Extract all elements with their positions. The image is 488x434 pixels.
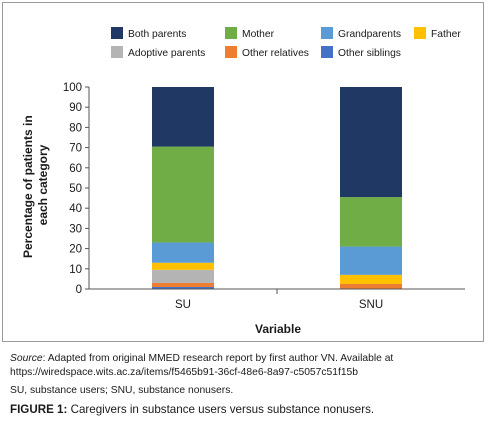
legend-label-other-siblings: Other siblings [338, 48, 401, 59]
bar-segment-snu-other-relatives [340, 283, 402, 289]
y-tick-label: 10 [69, 264, 82, 276]
y-axis: 0 10 20 30 40 50 60 70 80 90 100 [63, 82, 90, 296]
source-label: Source [10, 353, 43, 364]
bar-segment-snu-both-parents [340, 87, 402, 198]
y-axis-title-line-1: Percentage of patients in [21, 115, 35, 258]
bar-segment-su-other-relatives [152, 282, 214, 287]
legend-swatch-grandparents [321, 27, 333, 39]
legend: Both parents Mother Grandparents Father Adop… [111, 27, 461, 59]
legend-swatch-adoptive-parents [111, 46, 123, 58]
x-axis-title: Variable [255, 322, 301, 336]
legend-label-father: Father [431, 29, 461, 40]
bar-segment-snu-father [340, 274, 402, 284]
y-axis-title: Percentage of patients in each category [21, 112, 50, 258]
figure-title-text: Caregivers in substance users versus sub… [67, 403, 375, 416]
legend-swatch-other-siblings [321, 46, 333, 58]
legend-swatch-father [414, 27, 426, 39]
bar-segment-su-mother [152, 146, 214, 243]
legend-label-both-parents: Both parents [128, 29, 186, 40]
source-caption: Source: Adapted from original MMED resea… [10, 352, 480, 380]
figure-frame: Both parents Mother Grandparents Father Adop… [2, 2, 484, 342]
y-tick-label: 20 [69, 244, 82, 256]
y-tick-label: 70 [69, 143, 82, 155]
x-tick-label-snu: SNU [359, 299, 383, 311]
figure-label: FIGURE 1: [10, 403, 68, 416]
legend-label-adoptive-parents: Adoptive parents [128, 48, 205, 59]
y-tick-label: 90 [69, 102, 82, 114]
abbreviations-caption: SU, substance users; SNU, substance nonu… [10, 385, 234, 396]
x-axis: SU SNU [89, 288, 465, 311]
bar-segment-su-grandparents [152, 242, 214, 263]
bar-segment-su-adoptive-parents [152, 269, 214, 283]
y-axis-title-line-2: each category [36, 144, 50, 225]
bar-segment-su-other-siblings [152, 286, 214, 289]
bar-segment-snu-grandparents [340, 246, 402, 275]
y-tick-label: 50 [69, 183, 82, 195]
y-tick-label: 30 [69, 223, 82, 235]
y-tick-label: 0 [76, 284, 82, 296]
bar-segment-su-both-parents [152, 87, 214, 147]
legend-swatch-mother [225, 27, 237, 39]
legend-label-other-relatives: Other relatives [242, 48, 309, 59]
y-tick-label: 60 [69, 163, 82, 175]
legend-swatch-other-relatives [225, 46, 237, 58]
bars [152, 87, 402, 289]
stacked-bar-chart: Both parents Mother Grandparents Father Adop… [21, 27, 465, 336]
source-text: : Adapted from original MMED research re… [10, 353, 394, 378]
legend-label-grandparents: Grandparents [338, 29, 401, 40]
legend-swatch-both-parents [111, 27, 123, 39]
figure-caption: FIGURE 1: Caregivers in substance users … [10, 403, 480, 417]
x-tick-label-su: SU [175, 299, 191, 311]
bar-segment-su-father [152, 262, 214, 270]
y-tick-label: 80 [69, 122, 82, 134]
bar-segment-snu-mother [340, 197, 402, 247]
y-tick-label: 40 [69, 203, 82, 215]
legend-label-mother: Mother [242, 29, 275, 40]
y-tick-label: 100 [63, 82, 82, 94]
